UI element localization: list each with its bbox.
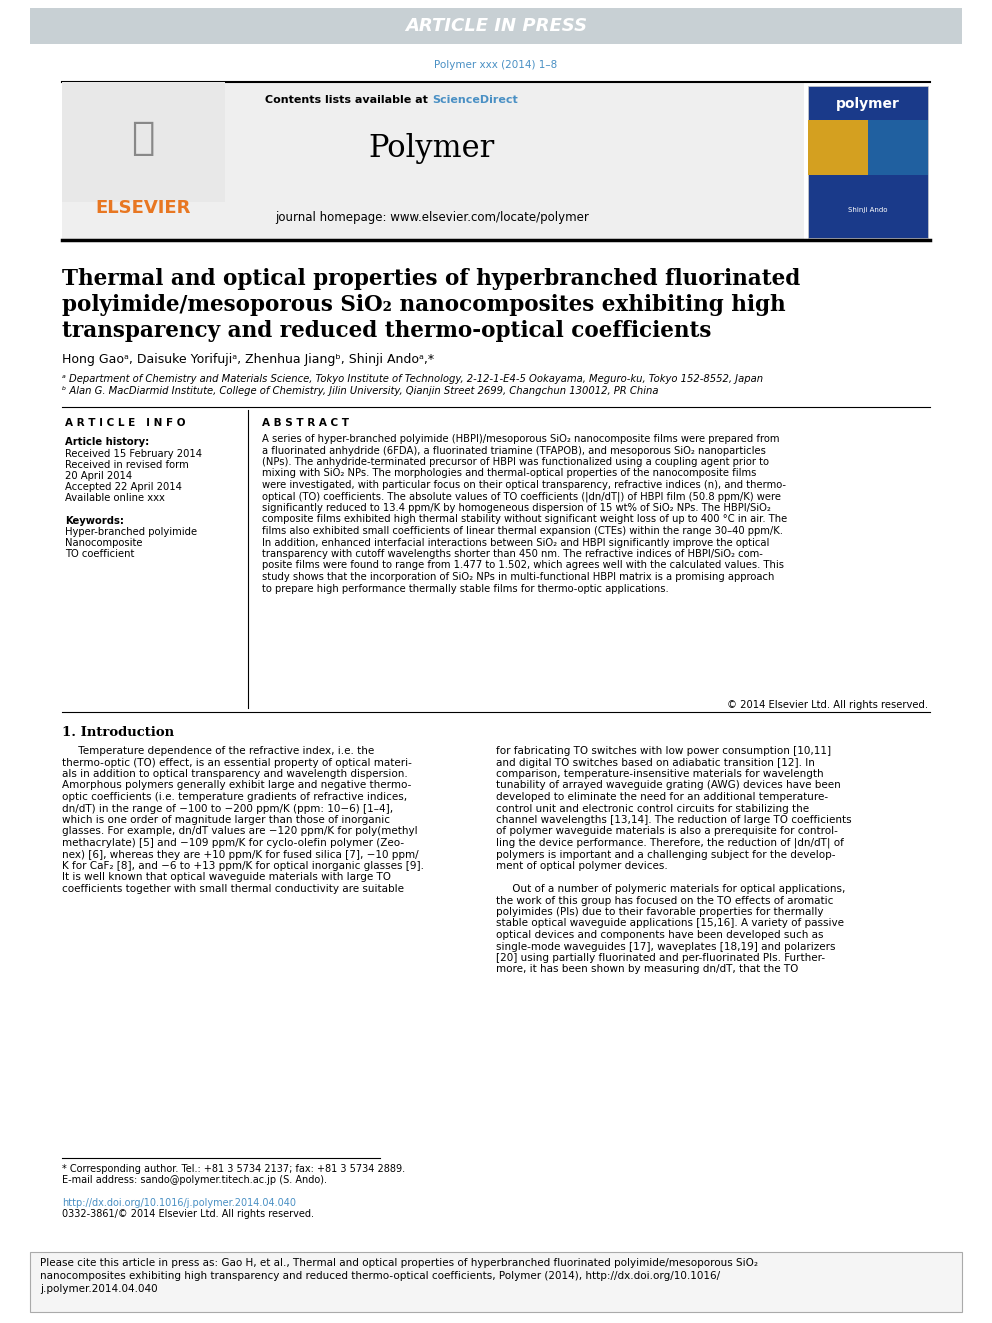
Text: A B S T R A C T: A B S T R A C T	[262, 418, 349, 429]
Text: TO coefficient: TO coefficient	[65, 549, 134, 560]
Text: ment of optical polymer devices.: ment of optical polymer devices.	[496, 861, 668, 871]
Text: Amorphous polymers generally exhibit large and negative thermo-: Amorphous polymers generally exhibit lar…	[62, 781, 412, 791]
Text: optical (TO) coefficients. The absolute values of TO coefficients (|dn/dT|) of H: optical (TO) coefficients. The absolute …	[262, 492, 781, 501]
Text: Polymer xxx (2014) 1–8: Polymer xxx (2014) 1–8	[434, 60, 558, 70]
Text: tunability of arrayed waveguide grating (AWG) devices have been: tunability of arrayed waveguide grating …	[496, 781, 841, 791]
Text: Article history:: Article history:	[65, 437, 149, 447]
Text: control unit and electronic control circuits for stabilizing the: control unit and electronic control circ…	[496, 803, 809, 814]
Text: channel wavelengths [13,14]. The reduction of large TO coefficients: channel wavelengths [13,14]. The reducti…	[496, 815, 851, 826]
Text: Hyper-branched polyimide: Hyper-branched polyimide	[65, 527, 197, 537]
Text: * Corresponding author. Tel.: +81 3 5734 2137; fax: +81 3 5734 2889.: * Corresponding author. Tel.: +81 3 5734…	[62, 1164, 405, 1174]
Text: ling the device performance. Therefore, the reduction of |dn/dT| of: ling the device performance. Therefore, …	[496, 837, 844, 848]
Text: (NPs). The anhydride-terminated precursor of HBPI was functionalized using a cou: (NPs). The anhydride-terminated precurso…	[262, 456, 769, 467]
Text: ScienceDirect: ScienceDirect	[432, 95, 518, 105]
Text: 0332-3861/© 2014 Elsevier Ltd. All rights reserved.: 0332-3861/© 2014 Elsevier Ltd. All right…	[62, 1209, 314, 1218]
FancyBboxPatch shape	[808, 120, 868, 175]
Text: study shows that the incorporation of SiO₂ NPs in multi-functional HBPI matrix i: study shows that the incorporation of Si…	[262, 572, 775, 582]
Text: comparison, temperature-insensitive materials for wavelength: comparison, temperature-insensitive mate…	[496, 769, 823, 779]
Text: K for CaF₂ [8], and −6 to +13 ppm/K for optical inorganic glasses [9].: K for CaF₂ [8], and −6 to +13 ppm/K for …	[62, 861, 424, 871]
Text: coefficients together with small thermal conductivity are suitable: coefficients together with small thermal…	[62, 884, 404, 894]
Text: polyimide/mesoporous SiO₂ nanocomposites exhibiting high: polyimide/mesoporous SiO₂ nanocomposites…	[62, 294, 786, 316]
Text: which is one order of magnitude larger than those of inorganic: which is one order of magnitude larger t…	[62, 815, 390, 826]
Text: methacrylate) [5] and −109 ppm/K for cyclo-olefin polymer (Zeo-: methacrylate) [5] and −109 ppm/K for cyc…	[62, 837, 404, 848]
Text: Shinji Ando: Shinji Ando	[848, 206, 888, 213]
Text: ᵃ Department of Chemistry and Materials Science, Tokyo Institute of Technology, : ᵃ Department of Chemistry and Materials …	[62, 374, 763, 384]
Text: transparency with cutoff wavelengths shorter than 450 nm. The refractive indices: transparency with cutoff wavelengths sho…	[262, 549, 763, 560]
Text: ELSEVIER: ELSEVIER	[95, 198, 190, 217]
Text: 🌳: 🌳	[131, 119, 155, 157]
FancyBboxPatch shape	[62, 82, 804, 239]
Text: journal homepage: www.elsevier.com/locate/polymer: journal homepage: www.elsevier.com/locat…	[275, 212, 589, 225]
Text: polymers is important and a challenging subject for the develop-: polymers is important and a challenging …	[496, 849, 835, 860]
Text: composite films exhibited high thermal stability without significant weight loss: composite films exhibited high thermal s…	[262, 515, 788, 524]
Text: It is well known that optical waveguide materials with large TO: It is well known that optical waveguide …	[62, 872, 391, 882]
Text: Received in revised form: Received in revised form	[65, 460, 188, 470]
Text: als in addition to optical transparency and wavelength dispersion.: als in addition to optical transparency …	[62, 769, 408, 779]
Text: and digital TO switches based on adiabatic transition [12]. In: and digital TO switches based on adiabat…	[496, 758, 814, 767]
Text: j.polymer.2014.04.040: j.polymer.2014.04.040	[40, 1285, 158, 1294]
Text: transparency and reduced thermo-optical coefficients: transparency and reduced thermo-optical …	[62, 320, 711, 343]
Text: polyimides (PIs) due to their favorable properties for thermally: polyimides (PIs) due to their favorable …	[496, 908, 823, 917]
Text: Out of a number of polymeric materials for optical applications,: Out of a number of polymeric materials f…	[496, 884, 845, 894]
Text: http://dx.doi.org/10.1016/j.polymer.2014.04.040: http://dx.doi.org/10.1016/j.polymer.2014…	[62, 1199, 296, 1208]
Text: developed to eliminate the need for an additional temperature-: developed to eliminate the need for an a…	[496, 792, 828, 802]
Text: 20 April 2014: 20 April 2014	[65, 471, 132, 482]
Text: In addition, enhanced interfacial interactions between SiO₂ and HBPI significant: In addition, enhanced interfacial intera…	[262, 537, 770, 548]
Text: stable optical waveguide applications [15,16]. A variety of passive: stable optical waveguide applications [1…	[496, 918, 844, 929]
Text: dn/dT) in the range of −100 to −200 ppm/K (ppm: 10−6) [1–4],: dn/dT) in the range of −100 to −200 ppm/…	[62, 803, 393, 814]
Text: ᵇ Alan G. MacDiarmid Institute, College of Chemistry, Jilin University, Qianjin : ᵇ Alan G. MacDiarmid Institute, College …	[62, 386, 659, 396]
Text: mixing with SiO₂ NPs. The morphologies and thermal-optical properties of the nan: mixing with SiO₂ NPs. The morphologies a…	[262, 468, 756, 479]
Text: were investigated, with particular focus on their optical transparency, refracti: were investigated, with particular focus…	[262, 480, 786, 490]
Text: A R T I C L E   I N F O: A R T I C L E I N F O	[65, 418, 186, 429]
Text: for fabricating TO switches with low power consumption [10,11]: for fabricating TO switches with low pow…	[496, 746, 831, 755]
Text: Please cite this article in press as: Gao H, et al., Thermal and optical propert: Please cite this article in press as: Ga…	[40, 1258, 758, 1267]
Text: ARTICLE IN PRESS: ARTICLE IN PRESS	[405, 17, 587, 34]
Text: posite films were found to range from 1.477 to 1.502, which agrees well with the: posite films were found to range from 1.…	[262, 561, 784, 570]
FancyBboxPatch shape	[30, 8, 962, 44]
Text: significantly reduced to 13.4 ppm/K by homogeneous dispersion of 15 wt% of SiO₂ : significantly reduced to 13.4 ppm/K by h…	[262, 503, 771, 513]
Text: Hong Gaoᵃ, Daisuke Yorifujiᵃ, Zhenhua Jiangᵇ, Shinji Andoᵃ,*: Hong Gaoᵃ, Daisuke Yorifujiᵃ, Zhenhua Ji…	[62, 353, 434, 366]
Text: Temperature dependence of the refractive index, i.e. the: Temperature dependence of the refractive…	[62, 746, 374, 755]
Text: a fluorinated anhydride (6FDA), a fluorinated triamine (TFAPOB), and mesoporous : a fluorinated anhydride (6FDA), a fluori…	[262, 446, 766, 455]
Text: 1. Introduction: 1. Introduction	[62, 726, 175, 740]
Text: Thermal and optical properties of hyperbranched fluorinated: Thermal and optical properties of hyperb…	[62, 269, 801, 290]
Text: nex) [6], whereas they are +10 ppm/K for fused silica [7], −10 ppm/: nex) [6], whereas they are +10 ppm/K for…	[62, 849, 419, 860]
Text: films also exhibited small coefficients of linear thermal expansion (CTEs) withi: films also exhibited small coefficients …	[262, 527, 783, 536]
Text: Received 15 February 2014: Received 15 February 2014	[65, 448, 202, 459]
FancyBboxPatch shape	[30, 1252, 962, 1312]
Text: glasses. For example, dn/dT values are −120 ppm/K for poly(methyl: glasses. For example, dn/dT values are −…	[62, 827, 418, 836]
Text: optic coefficients (i.e. temperature gradients of refractive indices,: optic coefficients (i.e. temperature gra…	[62, 792, 407, 802]
Text: Contents lists available at: Contents lists available at	[265, 95, 432, 105]
Text: more, it has been shown by measuring dn/dT, that the TO: more, it has been shown by measuring dn/…	[496, 964, 799, 975]
FancyBboxPatch shape	[62, 82, 225, 202]
Text: Available online xxx: Available online xxx	[65, 493, 165, 503]
Text: nanocomposites exhibiting high transparency and reduced thermo-optical coefficie: nanocomposites exhibiting high transpare…	[40, 1271, 720, 1281]
Text: thermo-optic (TO) effect, is an essential property of optical materi-: thermo-optic (TO) effect, is an essentia…	[62, 758, 412, 767]
Text: to prepare high performance thermally stable films for thermo-optic applications: to prepare high performance thermally st…	[262, 583, 669, 594]
Text: Keywords:: Keywords:	[65, 516, 124, 527]
Text: E-mail address: sando@polymer.titech.ac.jp (S. Ando).: E-mail address: sando@polymer.titech.ac.…	[62, 1175, 327, 1185]
Text: [20] using partially fluorinated and per-fluorinated PIs. Further-: [20] using partially fluorinated and per…	[496, 953, 825, 963]
FancyBboxPatch shape	[808, 86, 928, 238]
Text: Polymer: Polymer	[369, 132, 495, 164]
Text: Accepted 22 April 2014: Accepted 22 April 2014	[65, 482, 182, 492]
Text: Nanocomposite: Nanocomposite	[65, 538, 143, 548]
Text: of polymer waveguide materials is also a prerequisite for control-: of polymer waveguide materials is also a…	[496, 827, 838, 836]
Text: the work of this group has focused on the TO effects of aromatic: the work of this group has focused on th…	[496, 896, 833, 905]
Text: polymer: polymer	[836, 97, 900, 111]
Text: optical devices and components have been developed such as: optical devices and components have been…	[496, 930, 823, 941]
Text: single-mode waveguides [17], waveplates [18,19] and polarizers: single-mode waveguides [17], waveplates …	[496, 942, 835, 951]
Text: © 2014 Elsevier Ltd. All rights reserved.: © 2014 Elsevier Ltd. All rights reserved…	[727, 700, 928, 710]
Text: A series of hyper-branched polyimide (HBPI)/mesoporous SiO₂ nanocomposite films : A series of hyper-branched polyimide (HB…	[262, 434, 780, 445]
FancyBboxPatch shape	[868, 120, 928, 175]
